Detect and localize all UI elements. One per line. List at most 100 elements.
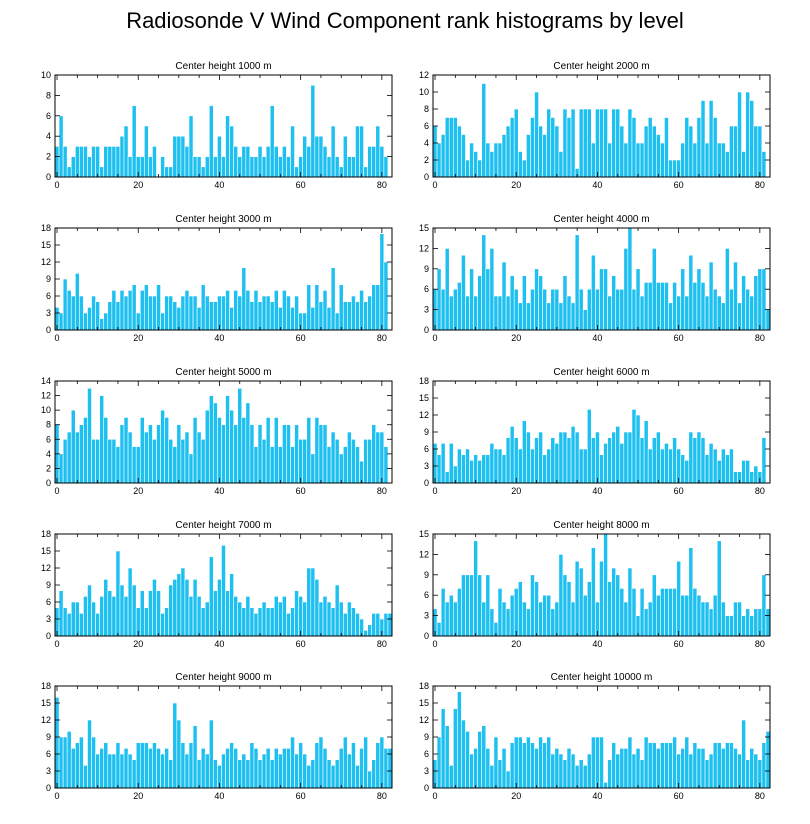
bar xyxy=(269,759,275,789)
y-tick-label: 6 xyxy=(424,444,429,454)
bar xyxy=(647,282,653,331)
bar xyxy=(213,759,218,789)
bar xyxy=(505,770,511,789)
bar xyxy=(330,267,336,331)
bar xyxy=(261,601,267,637)
bar xyxy=(318,135,324,178)
bar xyxy=(725,248,730,331)
bar xyxy=(66,431,72,484)
bar xyxy=(363,438,368,484)
bar xyxy=(745,608,750,637)
bar xyxy=(570,108,576,178)
bar xyxy=(489,151,495,178)
bar xyxy=(611,567,617,637)
y-tick-label: 6 xyxy=(46,597,51,607)
bar xyxy=(75,146,80,178)
bar xyxy=(257,146,263,178)
bar xyxy=(273,146,279,178)
y-tick-label: 18 xyxy=(41,223,51,233)
bar xyxy=(522,742,527,789)
bar xyxy=(595,601,600,637)
bar xyxy=(79,295,84,331)
bar xyxy=(725,742,730,789)
bar xyxy=(497,588,503,637)
bar xyxy=(765,309,771,331)
bar xyxy=(582,594,588,637)
panel-title: Center height 4000 m xyxy=(553,214,649,225)
bar xyxy=(229,742,234,789)
bar xyxy=(700,601,706,637)
y-tick-label: 18 xyxy=(41,681,51,691)
bar xyxy=(656,134,661,178)
bar xyxy=(586,581,592,637)
bar xyxy=(672,588,677,637)
bar xyxy=(578,567,584,637)
bar xyxy=(517,581,523,637)
x-tick-label: 60 xyxy=(674,333,684,343)
plot-frame xyxy=(432,227,771,331)
bar xyxy=(651,574,657,637)
bar xyxy=(302,438,308,484)
bar xyxy=(103,146,109,178)
bar xyxy=(505,125,511,178)
bar xyxy=(196,156,202,178)
bar xyxy=(79,736,84,789)
bar xyxy=(534,748,539,789)
bar xyxy=(578,759,584,789)
bar xyxy=(144,742,149,789)
bar xyxy=(647,742,653,789)
bar xyxy=(639,588,645,637)
bar xyxy=(314,135,320,178)
bar xyxy=(554,288,560,331)
bar xyxy=(168,759,174,789)
bar xyxy=(554,125,560,178)
bar xyxy=(367,770,372,789)
bar xyxy=(660,588,665,637)
bar xyxy=(578,108,584,178)
bar xyxy=(127,431,133,484)
bar xyxy=(627,431,633,484)
bar xyxy=(465,574,470,637)
bar xyxy=(660,282,665,331)
x-tick-label: 60 xyxy=(674,180,684,190)
panel-title: Center height 7000 m xyxy=(175,520,271,531)
bar xyxy=(286,156,291,178)
bar xyxy=(192,295,198,331)
panel-title: Center height 9000 m xyxy=(175,672,271,683)
y-tick-label: 4 xyxy=(46,131,51,141)
x-tick-label: 20 xyxy=(133,180,143,190)
bar xyxy=(737,601,742,637)
bar xyxy=(688,547,694,637)
y-tick-label: 10 xyxy=(41,70,51,80)
bar xyxy=(290,307,295,331)
bar xyxy=(599,268,604,331)
bar xyxy=(562,275,568,331)
bar xyxy=(680,142,686,178)
x-tick-label: 60 xyxy=(296,180,306,190)
bar xyxy=(367,438,372,484)
bar xyxy=(363,301,368,331)
bar xyxy=(148,156,153,178)
panel-title: Center height 6000 m xyxy=(553,367,649,378)
y-tick-label: 15 xyxy=(419,529,429,539)
bar xyxy=(237,759,243,789)
bar xyxy=(469,460,474,484)
bar xyxy=(716,460,722,484)
bar xyxy=(156,424,161,484)
y-tick-label: 15 xyxy=(419,223,429,233)
bar xyxy=(489,248,495,331)
bar xyxy=(286,613,291,637)
bar xyxy=(241,146,247,178)
bar xyxy=(509,117,515,178)
bar xyxy=(558,753,564,789)
bar xyxy=(91,736,96,789)
bar xyxy=(184,753,190,789)
bar xyxy=(627,736,633,789)
bar xyxy=(619,748,625,789)
bar xyxy=(379,431,385,484)
bar xyxy=(217,135,222,178)
bar xyxy=(635,615,641,637)
bar xyxy=(542,594,547,637)
bar xyxy=(688,254,694,331)
y-tick-label: 6 xyxy=(46,111,51,121)
